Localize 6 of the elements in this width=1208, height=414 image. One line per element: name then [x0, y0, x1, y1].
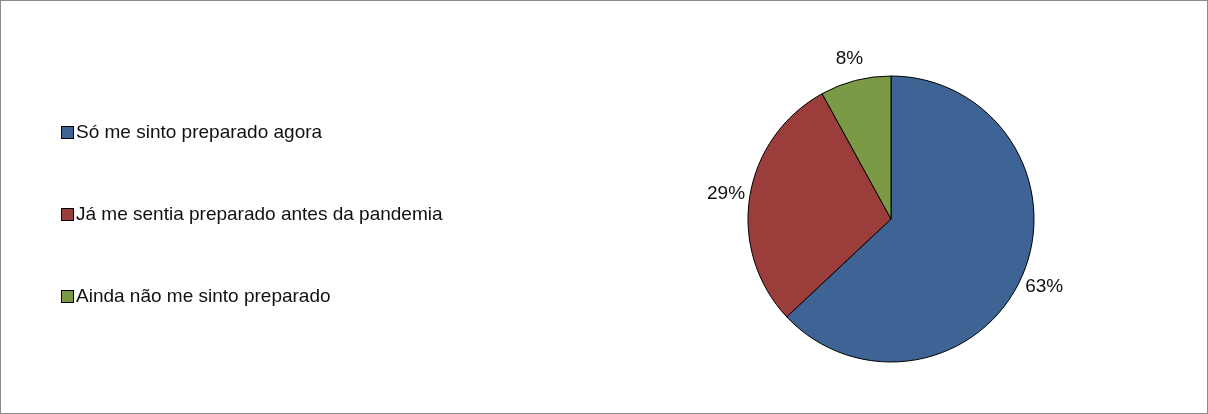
data-label: 29%: [707, 182, 746, 204]
legend-label: Ainda não me sinto preparado: [76, 285, 331, 307]
data-label: 63%: [1025, 274, 1064, 296]
legend-label: Já me sentia preparado antes da pandemia: [76, 203, 443, 225]
data-label: 8%: [835, 46, 864, 68]
legend-label: Só me sinto preparado agora: [76, 121, 323, 143]
